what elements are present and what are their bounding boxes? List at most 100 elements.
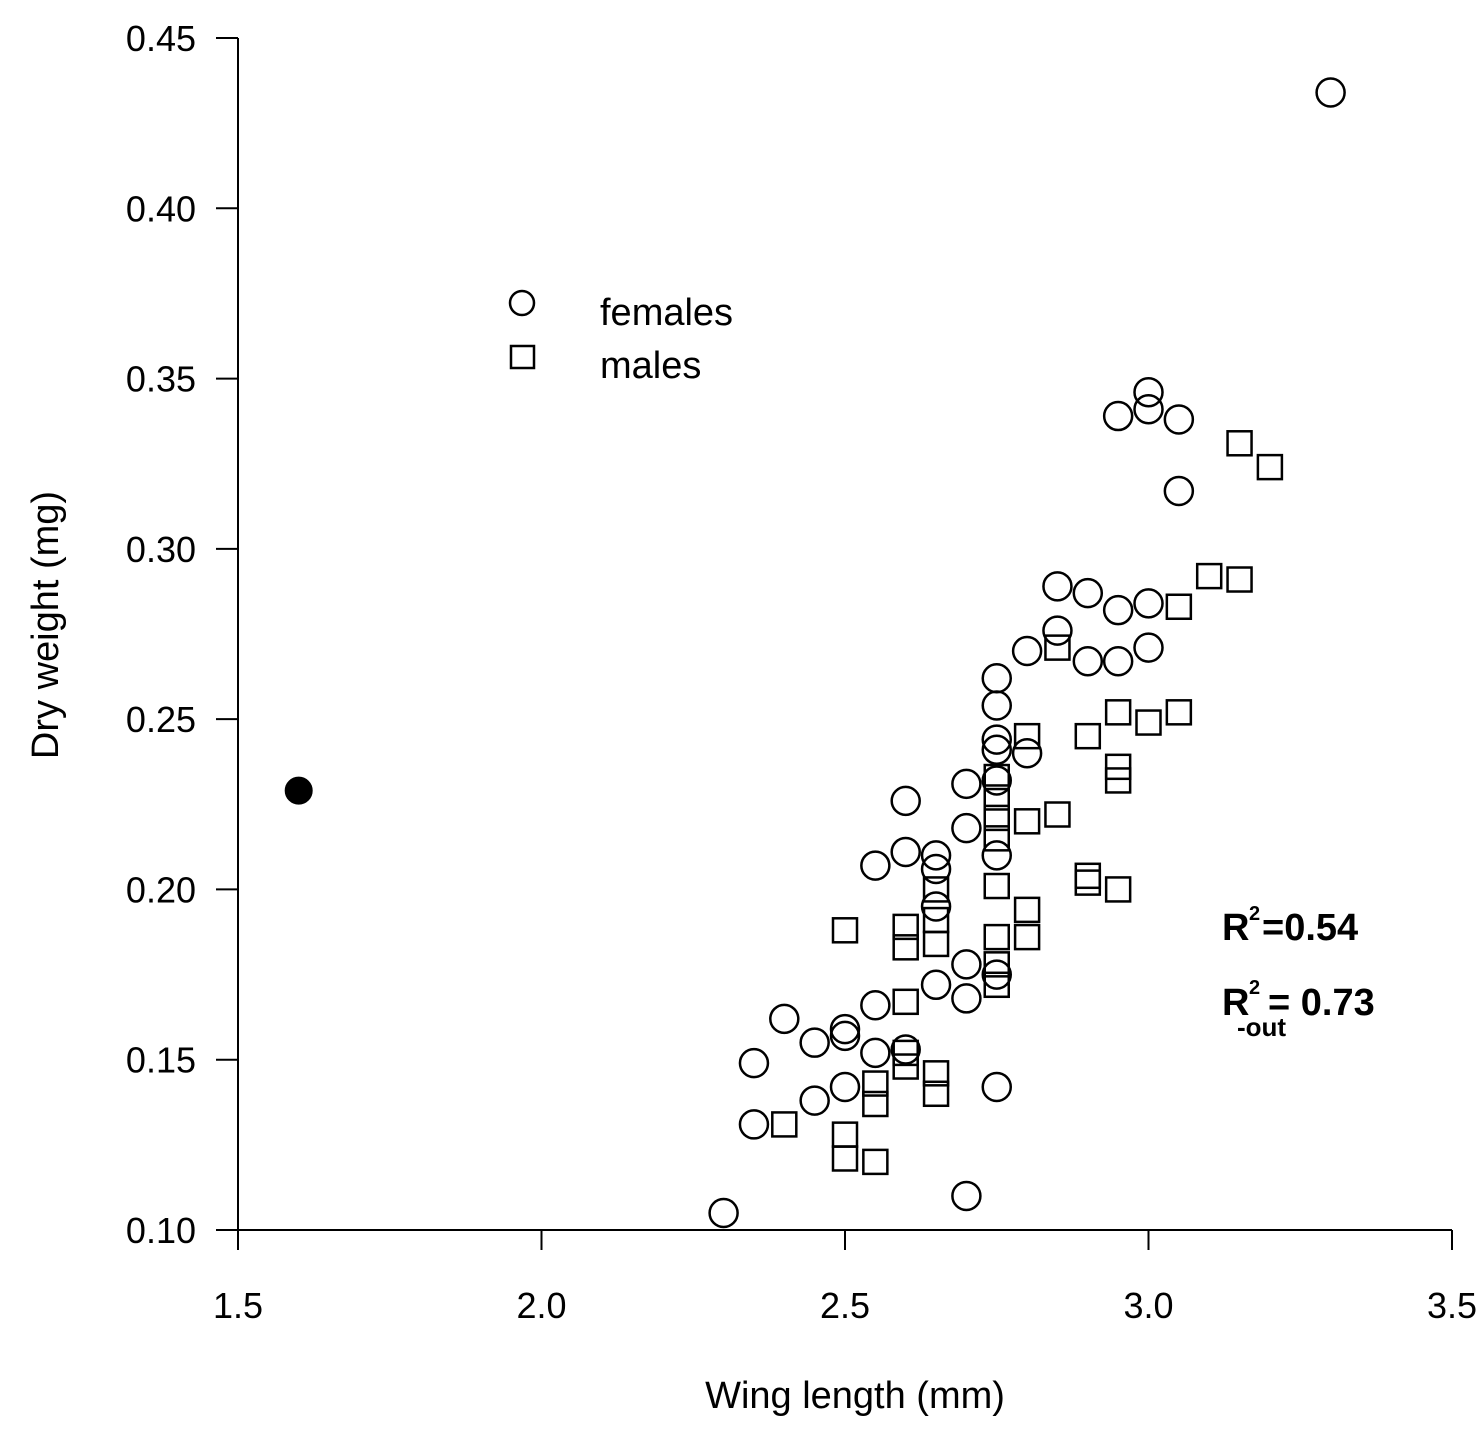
y-tick-label: 0.25 — [126, 699, 196, 740]
female-point — [981, 690, 1012, 721]
female-point — [951, 983, 982, 1014]
outlier-point — [284, 776, 313, 805]
female-point — [890, 785, 921, 817]
female-point — [708, 1197, 739, 1229]
female-point — [981, 765, 1012, 796]
male-point — [1074, 869, 1102, 896]
female-point — [1102, 400, 1134, 432]
male-point — [831, 1121, 859, 1148]
r2-out-r: R — [1222, 982, 1249, 1024]
female-point — [799, 1085, 830, 1116]
legend-label-females: females — [600, 292, 733, 334]
male-point — [983, 872, 1010, 900]
female-point — [981, 724, 1012, 755]
male-point — [922, 1080, 950, 1108]
legend: females males — [508, 289, 733, 387]
male-point — [1104, 699, 1132, 726]
male-point — [1013, 808, 1041, 835]
r-squared-annotation: R 2 =0.54 R 2 -out = 0.73 — [1222, 903, 1375, 1042]
female-point — [1011, 737, 1043, 769]
female-point — [1315, 77, 1346, 108]
r2-main-superscript: 2 — [1249, 903, 1260, 925]
male-point — [1074, 722, 1102, 750]
r2-main-value: =0.54 — [1262, 907, 1358, 949]
female-point — [920, 969, 952, 1001]
x-tick-label: 1.5 — [213, 1285, 263, 1326]
female-point — [860, 1037, 891, 1069]
female-point — [951, 1180, 982, 1212]
male-point — [1256, 453, 1284, 481]
y-tick-label: 0.40 — [126, 188, 196, 229]
female-point — [1011, 635, 1043, 667]
male-point — [983, 825, 1010, 852]
female-point — [1163, 475, 1195, 507]
female-point — [951, 949, 982, 980]
male-point — [831, 1145, 859, 1172]
female-point — [1133, 376, 1164, 408]
y-tick-label: 0.15 — [126, 1040, 196, 1081]
female-point — [829, 1071, 861, 1103]
r2-out-superscript: 2 — [1249, 977, 1260, 999]
male-point — [892, 913, 919, 941]
female-point — [1133, 393, 1164, 425]
female-point — [738, 1109, 770, 1140]
y-tick-label: 0.30 — [126, 529, 196, 570]
male-point — [771, 1111, 798, 1138]
female-point — [1072, 645, 1104, 677]
female-point — [1102, 594, 1134, 626]
male-point — [1135, 709, 1162, 736]
female-point — [1133, 632, 1164, 663]
male-point — [1226, 566, 1253, 593]
male-point — [983, 971, 1010, 999]
female-point — [981, 959, 1012, 990]
male-point — [1044, 634, 1071, 661]
male-point — [983, 923, 1010, 951]
female-point — [890, 1034, 921, 1065]
x-tick-label: 3.5 — [1427, 1285, 1477, 1326]
male-point — [1226, 430, 1253, 457]
female-point — [1042, 571, 1073, 602]
y-axis-title: Dry weight (mg) — [25, 491, 67, 759]
female-point — [920, 853, 952, 885]
male-point — [892, 934, 919, 961]
y-tick-label: 0.20 — [126, 869, 196, 910]
r2-out-subscript: -out — [1237, 1012, 1286, 1042]
male-point — [1013, 896, 1041, 924]
y-tick-label: 0.10 — [126, 1210, 196, 1251]
male-point — [1165, 593, 1193, 621]
x-axis-title: Wing length (mm) — [705, 1375, 1005, 1417]
female-point — [981, 1071, 1012, 1103]
legend-female-marker — [508, 289, 536, 317]
legend-label-males: males — [600, 345, 701, 387]
legend-male-marker — [509, 344, 536, 370]
female-point — [1163, 404, 1195, 435]
female-point — [769, 1003, 800, 1035]
female-point — [920, 891, 952, 922]
female-point — [860, 989, 891, 1021]
female-point — [920, 840, 952, 871]
male-point — [831, 917, 859, 944]
male-point — [922, 876, 950, 903]
y-tick-label: 0.45 — [126, 18, 196, 59]
male-point — [862, 1090, 889, 1118]
female-point — [738, 1047, 770, 1079]
female-point — [1042, 615, 1073, 646]
male-point — [1013, 722, 1041, 750]
male-point — [1074, 862, 1102, 890]
male-point — [983, 804, 1010, 832]
male-point — [862, 1070, 889, 1097]
female-point — [1133, 588, 1164, 619]
female-point — [951, 812, 982, 844]
female-point — [951, 768, 982, 800]
female-point — [981, 663, 1012, 694]
male-point — [983, 951, 1010, 978]
x-tick-label: 2.0 — [516, 1285, 566, 1326]
y-axis-ticks: 0.10 0.15 0.20 0.25 0.30 0.35 0.40 0.45 — [126, 18, 238, 1251]
x-axis-ticks: 1.5 2.0 2.5 3.0 3.5 — [213, 1230, 1477, 1326]
male-point — [922, 906, 950, 934]
female-point — [799, 1027, 830, 1058]
male-point — [1104, 876, 1132, 903]
male-point — [1044, 801, 1071, 828]
male-point — [1195, 562, 1223, 590]
